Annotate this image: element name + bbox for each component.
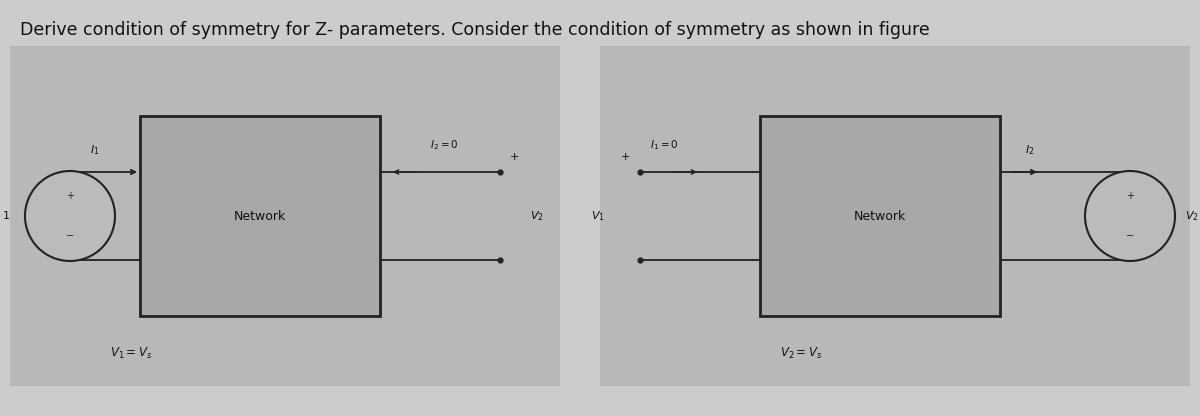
Text: −: − xyxy=(1126,231,1134,241)
Text: Network: Network xyxy=(854,210,906,223)
Bar xyxy=(140,116,380,316)
Text: $I_2=0$: $I_2=0$ xyxy=(430,138,458,152)
Text: $V_1$: $V_1$ xyxy=(592,209,605,223)
Text: +: + xyxy=(66,191,74,201)
Text: +: + xyxy=(1126,191,1134,201)
Text: Network: Network xyxy=(234,210,286,223)
Circle shape xyxy=(25,171,115,261)
Text: $V_2$: $V_2$ xyxy=(1186,209,1199,223)
Text: $I_2$: $I_2$ xyxy=(1025,143,1034,157)
Text: $V_2=V_s$: $V_2=V_s$ xyxy=(780,346,822,361)
Bar xyxy=(600,46,1190,386)
Bar xyxy=(760,116,1000,316)
Text: $I_1=0$: $I_1=0$ xyxy=(650,138,678,152)
Text: $V_1=V_s$: $V_1=V_s$ xyxy=(110,346,152,361)
Text: +: + xyxy=(620,152,630,162)
Text: 1: 1 xyxy=(2,211,10,221)
Text: $V_2$: $V_2$ xyxy=(530,209,544,223)
Text: Derive condition of symmetry for Z- parameters. Consider the condition of symmet: Derive condition of symmetry for Z- para… xyxy=(20,21,930,39)
Text: $I_1$: $I_1$ xyxy=(90,143,100,157)
Text: +: + xyxy=(510,152,520,162)
Bar xyxy=(10,46,560,386)
Text: −: − xyxy=(66,231,74,241)
Circle shape xyxy=(1085,171,1175,261)
